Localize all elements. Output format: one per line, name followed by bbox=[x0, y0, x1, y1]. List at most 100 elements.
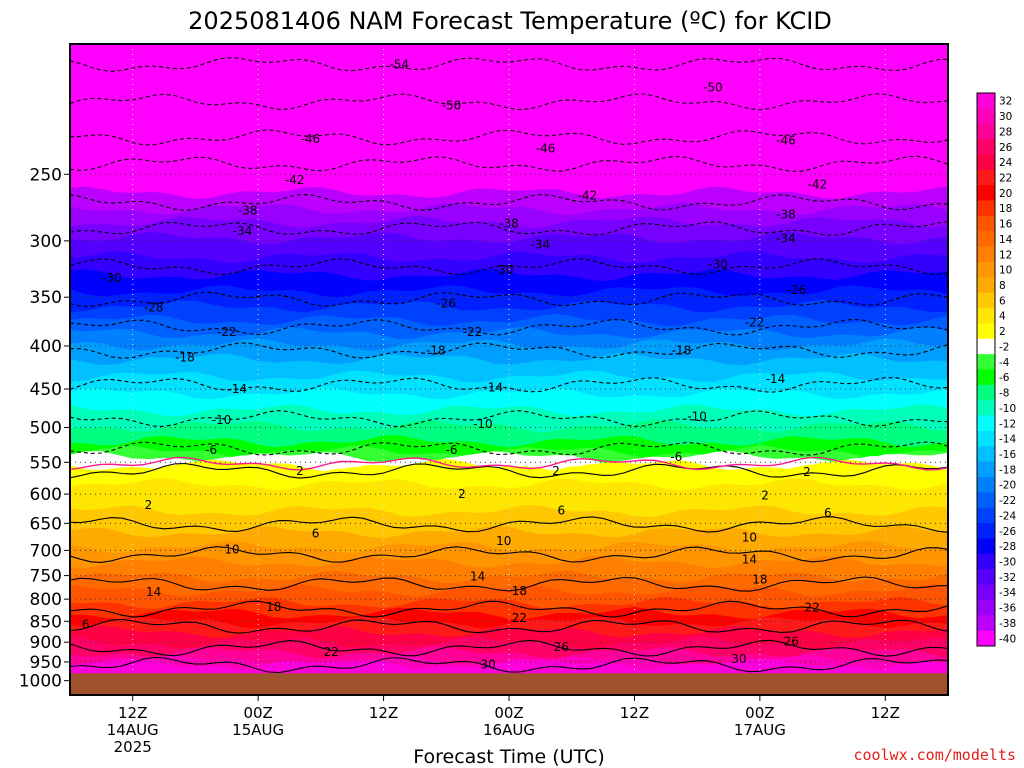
colorbar-label: -2 bbox=[999, 341, 1009, 353]
contour-label: -38 bbox=[776, 207, 796, 221]
contour-label: 2 bbox=[803, 465, 811, 479]
colorbar-swatch bbox=[977, 599, 995, 616]
x-tick-label: 15AUG bbox=[232, 721, 284, 739]
colorbar-label: -8 bbox=[999, 388, 1009, 400]
colorbar-label: -28 bbox=[999, 541, 1016, 553]
y-tick-label: 350 bbox=[30, 288, 62, 308]
contour-label: -30 bbox=[494, 263, 514, 277]
contour-label: -18 bbox=[672, 344, 692, 358]
grid-lines bbox=[70, 44, 948, 695]
isotherm-line bbox=[70, 576, 948, 592]
colorbar-label: 20 bbox=[999, 188, 1012, 200]
x-tick-label: 12Z bbox=[620, 704, 649, 722]
colorbar-label: -22 bbox=[999, 495, 1016, 507]
colorbar-label: -6 bbox=[999, 372, 1010, 384]
isotherm-line bbox=[70, 220, 948, 236]
ground-layer bbox=[70, 673, 948, 695]
isotherm-line bbox=[70, 291, 948, 307]
colorbar-swatch bbox=[977, 569, 995, 586]
contour-label: -42 bbox=[578, 189, 598, 203]
colorbar-swatch bbox=[977, 523, 995, 539]
colorbar-swatch bbox=[977, 338, 995, 355]
y-tick-label: 400 bbox=[30, 337, 62, 357]
colorbar-swatch bbox=[977, 446, 995, 463]
contour-label: 6 bbox=[557, 504, 565, 518]
contour-label: -22 bbox=[745, 315, 765, 329]
isotherm-line bbox=[70, 258, 948, 276]
contour-label: 10 bbox=[742, 531, 757, 545]
contour-label: 14 bbox=[146, 585, 161, 599]
x-tick-label: 12Z bbox=[369, 704, 398, 722]
colorbar-label: -16 bbox=[999, 449, 1016, 461]
contour-label: -50 bbox=[703, 80, 723, 94]
y-tick-label: 800 bbox=[30, 590, 62, 610]
colorbar-swatch bbox=[977, 584, 995, 601]
contour-label: -14 bbox=[766, 372, 786, 386]
x-tick-label: 16AUG bbox=[483, 721, 535, 739]
contour-label: 18 bbox=[512, 584, 527, 598]
colorbar-swatch bbox=[977, 108, 995, 125]
isotherm-line bbox=[70, 639, 948, 657]
colorbar-swatch bbox=[977, 123, 995, 140]
isotherm-line bbox=[70, 656, 948, 674]
colorbar-label: -36 bbox=[999, 603, 1016, 615]
contour-label: 30 bbox=[480, 658, 495, 672]
colorbar-label: -32 bbox=[999, 572, 1016, 584]
contour-label: -26 bbox=[436, 296, 456, 310]
isotherm-line bbox=[70, 155, 948, 172]
colorbar-label: 18 bbox=[999, 203, 1012, 215]
isotherm-line bbox=[70, 462, 948, 479]
colorbar-swatch bbox=[977, 538, 995, 555]
isotherm-line bbox=[70, 342, 948, 359]
colorbar-swatch bbox=[977, 415, 995, 432]
isotherm-line bbox=[70, 600, 948, 618]
isotherm-line bbox=[70, 194, 948, 211]
contour-label: 18 bbox=[752, 572, 767, 586]
y-tick-label: 300 bbox=[30, 232, 62, 252]
colorbar-swatch bbox=[977, 492, 995, 509]
colorbar-label: -18 bbox=[999, 464, 1016, 476]
colorbar-swatch bbox=[977, 400, 995, 417]
isotherm-line bbox=[70, 377, 948, 393]
contour-label: -26 bbox=[787, 283, 807, 297]
contour-label: -6 bbox=[670, 450, 682, 464]
pressure-axis: 2503003504004505005506006507007508008509… bbox=[19, 165, 70, 692]
contour-labels: -54 -50 -50 -46 -46 -46 -42 -42 -42 -38 -38 -38 -34 -… bbox=[82, 57, 832, 671]
contour-label: -42 bbox=[285, 173, 305, 187]
contour-label: 10 bbox=[496, 534, 511, 548]
contour-label: -42 bbox=[808, 177, 828, 191]
colorbar-label: 8 bbox=[999, 280, 1006, 292]
colorbar-label: 6 bbox=[999, 295, 1006, 307]
x-axis-label: Forecast Time (UTC) bbox=[413, 746, 604, 768]
x-tick-label: 12Z bbox=[118, 704, 147, 722]
ground-surface bbox=[70, 673, 948, 695]
colorbar-label: -40 bbox=[999, 633, 1016, 645]
y-tick-label: 750 bbox=[30, 567, 62, 587]
y-tick-label: 700 bbox=[30, 541, 62, 561]
x-tick-label: 17AUG bbox=[734, 721, 786, 739]
colorbar-label: -12 bbox=[999, 418, 1016, 430]
colorbar-label: -24 bbox=[999, 510, 1016, 522]
colorbar-swatch bbox=[977, 354, 995, 370]
colorbar-label: -20 bbox=[999, 480, 1016, 492]
x-tick-label: 2025 bbox=[114, 738, 152, 756]
contour-label: -18 bbox=[175, 351, 195, 365]
colorbar-swatch bbox=[977, 308, 995, 324]
contour-label: 2 bbox=[458, 487, 466, 501]
contour-label: -6 bbox=[446, 443, 458, 457]
contour-label: 14 bbox=[742, 553, 757, 567]
colorbar-label: 12 bbox=[999, 249, 1012, 261]
contour-label: 26 bbox=[554, 640, 569, 654]
y-tick-label: 500 bbox=[30, 418, 62, 438]
contour-label: -6 bbox=[205, 443, 217, 457]
colorbar-label: -38 bbox=[999, 618, 1016, 630]
colorbar-swatch bbox=[977, 215, 995, 232]
colorbar-swatch bbox=[977, 139, 995, 155]
isotherm-line bbox=[70, 618, 948, 634]
colorbar-label: 28 bbox=[999, 126, 1012, 138]
contour-label: -14 bbox=[484, 380, 504, 394]
contour-label: 22 bbox=[804, 600, 819, 614]
isotherm-line bbox=[70, 516, 948, 533]
colorbar-label: -26 bbox=[999, 526, 1016, 538]
contour-label: 18 bbox=[266, 600, 281, 614]
